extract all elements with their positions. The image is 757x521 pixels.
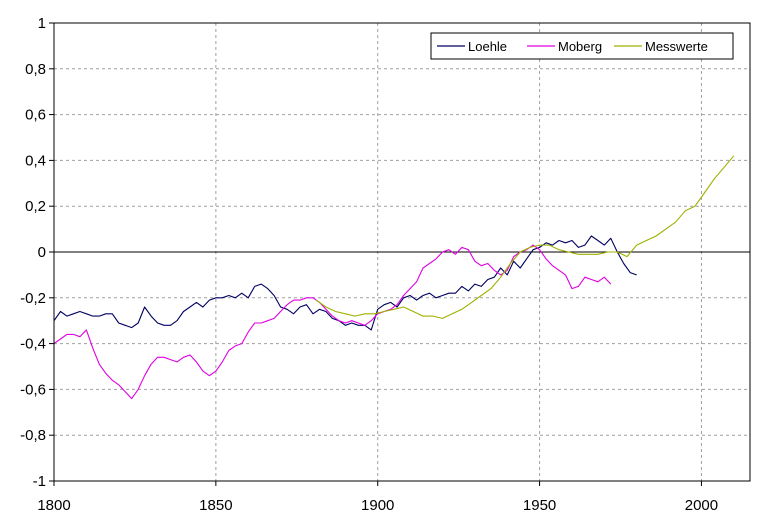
y-tick-label: 0,4 (25, 152, 46, 169)
legend-label-moberg: Moberg (558, 39, 602, 54)
y-tick-label: -0,8 (20, 427, 46, 444)
plot-frame (53, 22, 751, 482)
series-line-moberg (53, 244, 612, 400)
y-tick-label: -1 (33, 473, 46, 490)
y-tick-label: -0,2 (20, 290, 46, 307)
legend-label-messwerte: Messwerte (645, 39, 708, 54)
legend: Loehle Moberg Messwerte (430, 32, 734, 60)
y-tick-label: 0,2 (25, 198, 46, 215)
y-tick-label: 0,6 (25, 107, 46, 124)
series-line-loehle (53, 235, 637, 331)
y-tick-label: -0,6 (20, 381, 46, 398)
x-tick-label: 1800 (37, 497, 70, 514)
y-tick-label: 0,8 (25, 61, 46, 78)
y-axis: 1 0,8 0,6 0,4 0,2 0 -0,2 -0,4 -0,6 -0,8 -1 (20, 15, 750, 490)
y-tick-label: 1 (38, 15, 46, 32)
x-axis: 1800 1850 1900 1950 2000 (37, 481, 718, 514)
series-line-messwerte (315, 155, 735, 319)
x-tick-label: 1900 (361, 497, 394, 514)
y-tick-label: 0 (38, 244, 46, 261)
x-tick-label: 1950 (523, 497, 556, 514)
x-tick-label: 1850 (199, 497, 232, 514)
legend-label-loehle: Loehle (468, 39, 507, 54)
x-tick-label: 2000 (685, 497, 718, 514)
legend-box (430, 32, 734, 60)
series-lines (53, 155, 735, 400)
y-tick-label: -0,4 (20, 336, 46, 353)
